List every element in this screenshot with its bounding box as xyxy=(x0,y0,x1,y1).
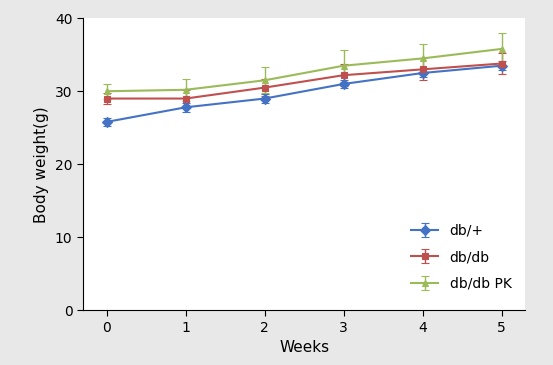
X-axis label: Weeks: Weeks xyxy=(279,340,329,355)
Y-axis label: Body weight(g): Body weight(g) xyxy=(34,106,49,223)
Legend: db/+, db/db, db/db PK: db/+, db/db, db/db PK xyxy=(404,216,518,297)
